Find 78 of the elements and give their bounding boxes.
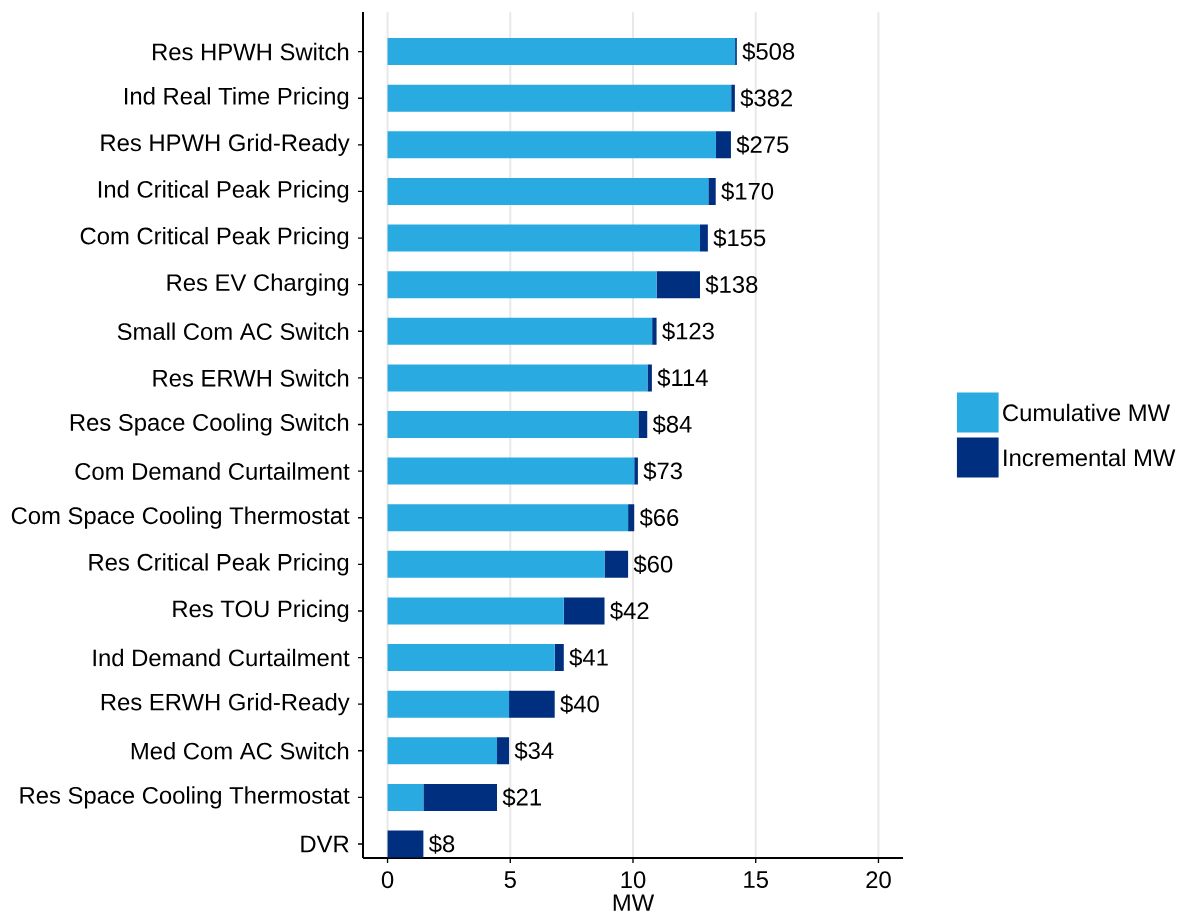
annotation: $8 xyxy=(428,834,455,854)
bar xyxy=(387,644,555,672)
x-tick-label: 10 xyxy=(621,871,646,889)
annotation: $66 xyxy=(639,508,679,528)
bar xyxy=(715,131,731,159)
bar xyxy=(387,504,629,532)
annotation: $42 xyxy=(610,601,649,621)
annotation: $84 xyxy=(652,414,692,435)
annotation: $382 xyxy=(740,88,792,108)
bar xyxy=(387,737,498,765)
y-tick-label: Ind Critical Peak Pricing xyxy=(98,180,349,203)
bar xyxy=(387,411,639,439)
bar xyxy=(731,84,735,112)
bar xyxy=(604,550,629,578)
y-tick-label: Res ERWH Grid-Ready xyxy=(101,693,350,716)
y-tick-label: Res Space Cooling Thermostat xyxy=(20,786,350,809)
bar xyxy=(563,597,605,625)
bar xyxy=(554,644,564,672)
y-tick-label: Res ERWH Switch xyxy=(153,369,349,387)
legend-label: Cumulative MW xyxy=(1003,403,1171,422)
y-tick-label: Res EV Charging xyxy=(167,273,349,296)
x-tick-label: 5 xyxy=(504,871,516,888)
annotation: $170 xyxy=(721,181,774,202)
bar xyxy=(509,690,555,718)
annotation: $114 xyxy=(657,368,708,388)
y-tick-label: Res Space Cooling Switch xyxy=(70,413,349,436)
y-tick-label: Ind Real Time Pricing xyxy=(124,87,349,110)
y-tick-label: Res HPWH Switch xyxy=(153,42,349,61)
y-tick-label: Com Space Cooling Thermostat xyxy=(11,506,350,529)
bar xyxy=(638,411,648,439)
bar xyxy=(628,504,635,532)
y-tick-label: Com Critical Peak Pricing xyxy=(80,226,349,250)
annotation: $34 xyxy=(514,741,554,761)
bar xyxy=(387,177,709,205)
y-tick-label: Com Demand Curtailment xyxy=(75,462,350,480)
annotation: $155 xyxy=(713,228,766,248)
bar xyxy=(387,364,648,392)
bar xyxy=(387,783,424,811)
y-tick-label: Ind Demand Curtailment xyxy=(93,648,350,667)
bar xyxy=(387,84,732,112)
legend-label: Incremental MW xyxy=(1004,448,1176,467)
bar xyxy=(497,737,510,765)
y-tick-label: Res HPWH Grid-Ready xyxy=(101,133,350,156)
bar xyxy=(387,317,653,345)
x-tick-label: 20 xyxy=(866,871,891,889)
y-tick-label: Small Com AC Switch xyxy=(117,322,349,341)
bar xyxy=(387,271,657,299)
bar xyxy=(652,317,657,345)
y-tick-label: Med Com AC Switch xyxy=(131,742,349,760)
bar xyxy=(647,364,652,392)
annotation: $41 xyxy=(569,647,608,668)
bar xyxy=(387,131,716,159)
bar xyxy=(387,224,701,252)
annotation: $123 xyxy=(662,321,714,341)
x-tick-label: 0 xyxy=(381,871,394,889)
bar xyxy=(634,457,638,485)
bar xyxy=(387,690,510,718)
y-tick-label: Res TOU Pricing xyxy=(173,599,349,623)
x-axis-title: MW xyxy=(613,894,655,911)
annotation: $275 xyxy=(736,135,789,155)
annotation: $40 xyxy=(560,694,599,714)
bar xyxy=(387,597,564,625)
bar xyxy=(700,224,708,252)
bar xyxy=(423,783,498,811)
bar xyxy=(387,457,635,485)
annotation: $508 xyxy=(742,41,795,62)
annotation: $21 xyxy=(502,787,541,808)
bar xyxy=(387,550,605,578)
bar xyxy=(656,271,701,299)
annotation: $60 xyxy=(633,554,673,574)
x-tick-label: 15 xyxy=(744,871,768,888)
bar xyxy=(708,177,716,205)
annotation: $138 xyxy=(705,275,758,295)
y-tick-label: DVR xyxy=(301,835,349,853)
bar xyxy=(387,830,424,858)
bar xyxy=(387,38,736,66)
annotation: $73 xyxy=(643,461,682,481)
y-tick-label: Res Critical Peak Pricing xyxy=(89,553,349,576)
